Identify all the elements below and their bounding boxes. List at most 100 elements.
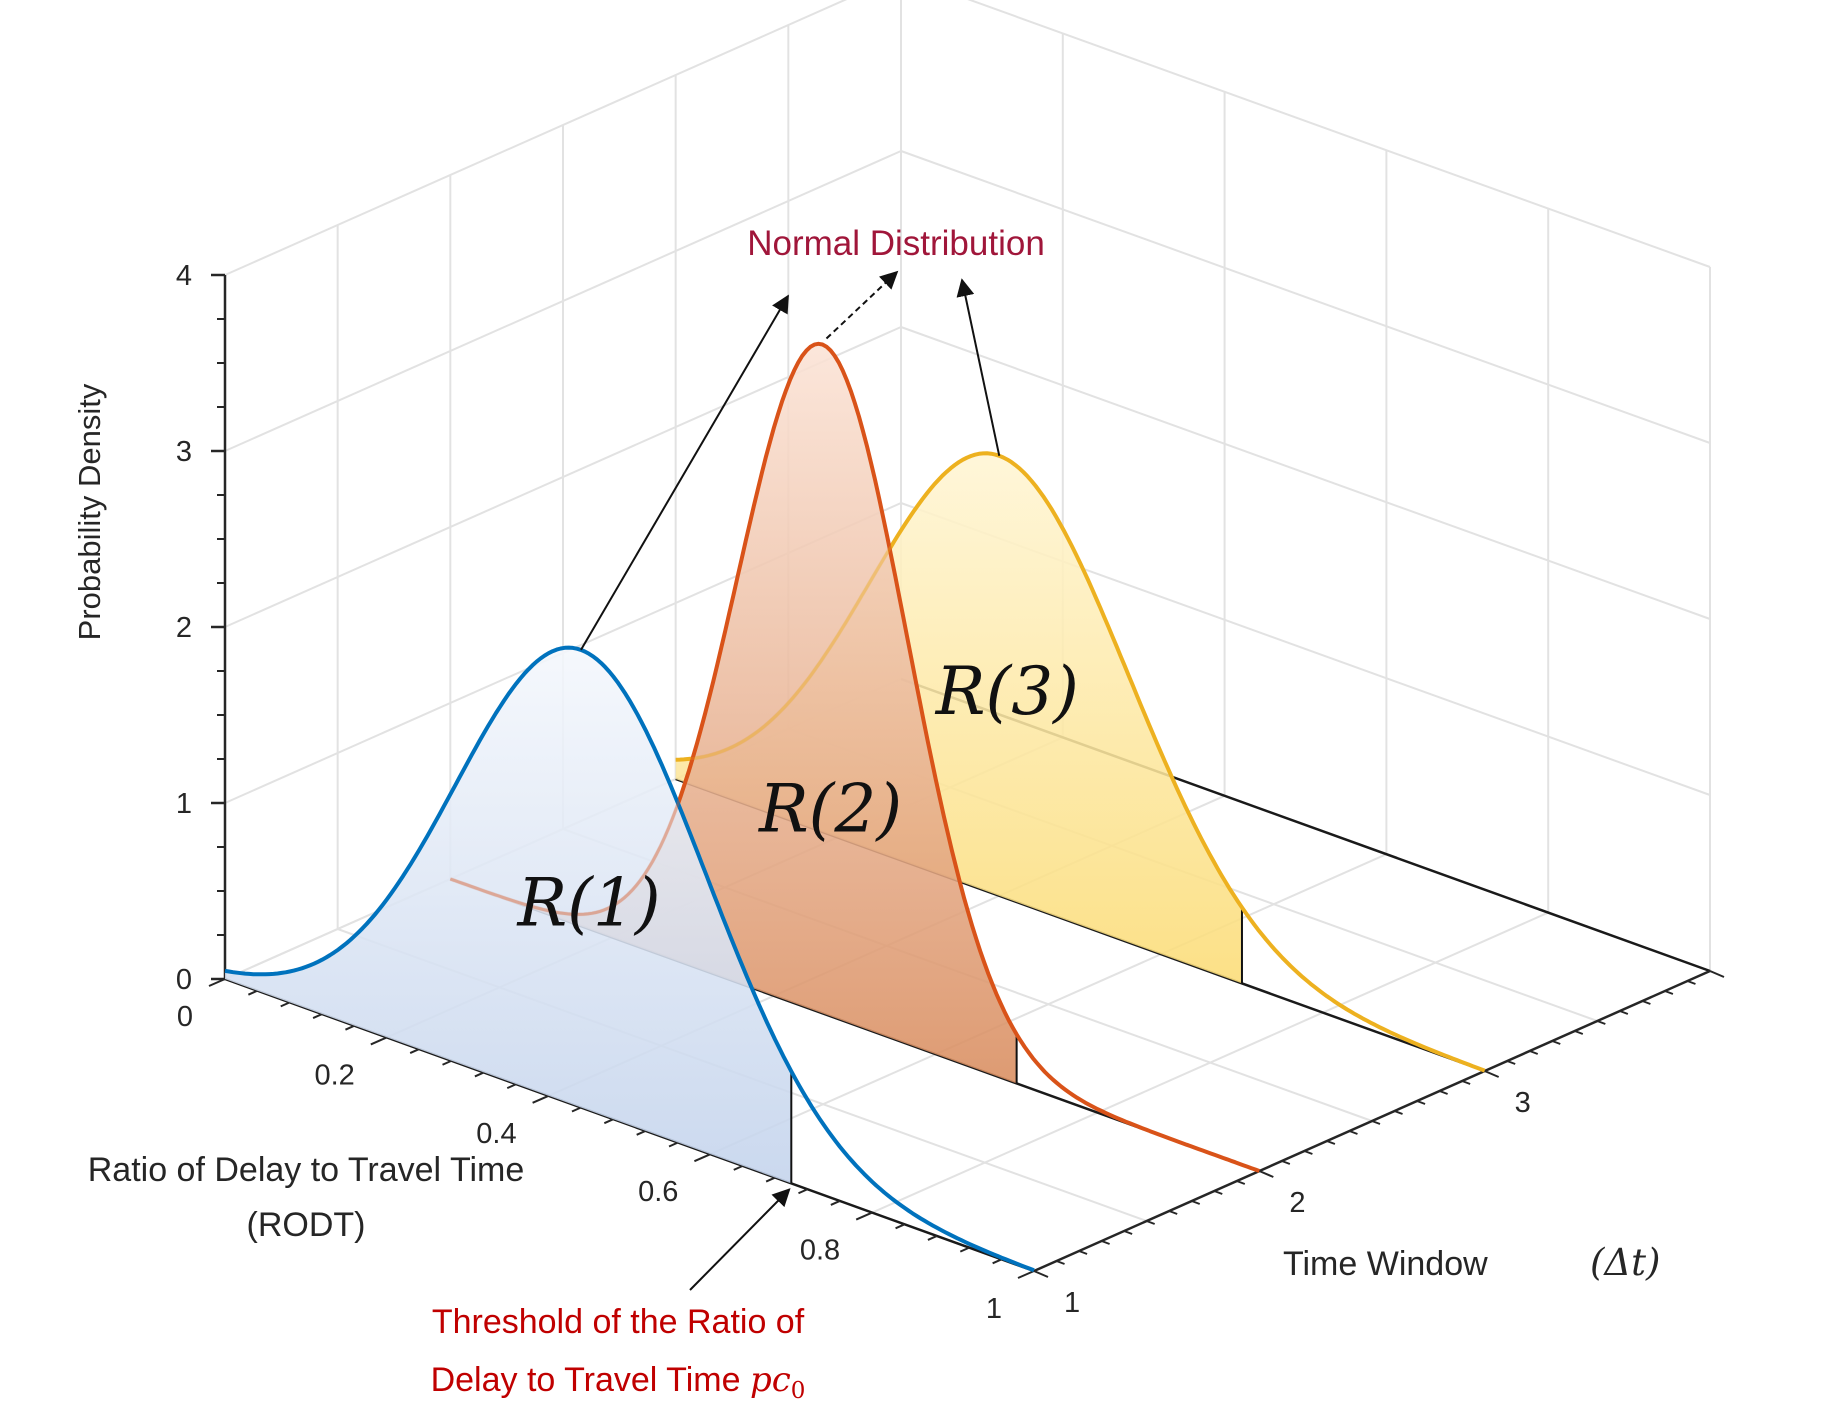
x-minor-tick — [312, 1013, 323, 1019]
y-minor-tick — [1687, 980, 1696, 985]
x-axis-label-sub: (RODT) — [247, 1206, 366, 1244]
x-minor-tick — [733, 1164, 744, 1171]
y-minor-tick — [1439, 1090, 1448, 1095]
y-minor-tick — [1529, 1050, 1539, 1055]
x-minor-tick — [409, 1048, 420, 1054]
threshold-symbol: pc — [750, 1360, 791, 1400]
y-minor-tick — [1416, 1100, 1426, 1105]
grid-line-side-wall — [900, 150, 1711, 444]
y-minor-tick — [1191, 1200, 1201, 1205]
arrow-r3-to-annotation — [956, 278, 1001, 457]
x-tick-label: 0.6 — [638, 1176, 678, 1208]
x-minor-tick — [571, 1106, 582, 1113]
x-minor-tick — [345, 1024, 355, 1031]
series-curve-ghost — [675, 451, 1000, 762]
series-curve — [224, 645, 1035, 1273]
y-tick — [1709, 970, 1725, 978]
tick-marks — [208, 273, 1725, 1279]
y-minor-tick — [1101, 1240, 1110, 1245]
y-minor-tick — [1642, 1000, 1651, 1005]
z-tick-label: 3 — [176, 436, 192, 468]
y-tick-label: 2 — [1289, 1187, 1305, 1219]
threshold-annotation-line1: Threshold of the Ratio of — [432, 1303, 805, 1341]
y-minor-tick — [1506, 1060, 1516, 1065]
x-tick — [855, 1211, 873, 1221]
y-minor-tick — [1326, 1140, 1336, 1145]
z-tick-label: 4 — [176, 260, 192, 292]
y-minor-tick — [1078, 1250, 1088, 1255]
y-minor-tick — [1574, 1030, 1584, 1035]
x-minor-tick — [442, 1059, 452, 1066]
y-minor-tick — [1168, 1210, 1178, 1215]
y-minor-tick — [1146, 1220, 1156, 1225]
z-axis-label: Probability Density — [72, 383, 107, 640]
series-label-r2: R(2) — [758, 770, 902, 847]
y-tick-label: 1 — [1064, 1287, 1080, 1319]
y-minor-tick — [1236, 1180, 1246, 1185]
z-tick-label: 2 — [176, 612, 192, 644]
y-minor-tick — [1304, 1150, 1313, 1155]
x-minor-tick — [895, 1223, 905, 1230]
x-tick-label: 0.2 — [314, 1059, 354, 1091]
tick-labels: 0 1 2 3 4 0 0.2 0.4 0.6 0.8 1 1 2 3 — [176, 260, 1531, 1325]
x-minor-tick — [798, 1188, 808, 1195]
grid-line-floor — [871, 911, 1549, 1214]
x-minor-tick — [506, 1083, 517, 1090]
y-minor-tick — [1349, 1130, 1358, 1135]
arrow-r1-to-annotation — [580, 294, 789, 651]
x-tick-label: 0.8 — [800, 1235, 840, 1267]
y-minor-tick — [1371, 1120, 1381, 1125]
y-minor-tick — [1281, 1160, 1291, 1165]
x-minor-tick — [603, 1118, 614, 1125]
series — [224, 341, 1486, 1273]
grid-line-side-wall — [967, 0, 1711, 268]
y-minor-tick — [1664, 990, 1674, 995]
y-minor-tick — [1394, 1110, 1403, 1115]
x-minor-tick — [668, 1141, 679, 1148]
y-tick-label: 3 — [1515, 1087, 1531, 1119]
series-curve-ghost — [449, 342, 823, 916]
y-minor-tick — [1461, 1080, 1471, 1085]
grid-line-side-wall — [900, 326, 1711, 620]
y-tick — [1033, 1270, 1049, 1278]
y-axis-label: Time Window — [1283, 1245, 1488, 1283]
x-tick — [208, 978, 226, 987]
x-tick-label: 0.4 — [476, 1118, 516, 1150]
threshold-subscript: 0 — [791, 1378, 806, 1404]
arrow-threshold — [689, 1188, 791, 1291]
x-minor-tick — [959, 1246, 970, 1253]
y-minor-tick — [1619, 1010, 1629, 1015]
y-minor-tick — [1123, 1230, 1133, 1235]
x-tick — [532, 1094, 550, 1104]
series-label-r1: R(1) — [516, 865, 660, 942]
arrow-r2-to-annotation — [825, 270, 899, 340]
z-tick-label: 1 — [176, 788, 192, 820]
normal-distribution-annotation: Normal Distribution — [747, 224, 1045, 263]
series-area-fill — [675, 453, 1242, 984]
x-minor-tick — [636, 1129, 647, 1136]
y-minor-tick — [1213, 1190, 1223, 1195]
x-tick — [370, 1036, 388, 1046]
series-label-r3: R(3) — [935, 653, 1079, 730]
x-tick — [693, 1153, 711, 1163]
x-minor-tick — [474, 1071, 485, 1078]
x-minor-tick — [992, 1258, 1003, 1265]
series-area-fill — [225, 647, 792, 1184]
x-tick — [1017, 1270, 1035, 1279]
overlay-lines — [449, 342, 1000, 916]
x-minor-tick — [765, 1176, 776, 1183]
series-1 — [224, 645, 1035, 1273]
threshold-annotation-line2: Delay to Travel Time pc0 — [431, 1360, 806, 1404]
annotation-arrows — [580, 270, 1001, 1291]
threshold-annotation-text: Delay to Travel Time — [431, 1361, 750, 1399]
z-tick-label: 0 — [176, 964, 192, 996]
x-minor-tick — [830, 1200, 841, 1206]
x-tick-label: 0 — [177, 1001, 193, 1033]
y-minor-tick — [1596, 1020, 1606, 1025]
x-minor-tick — [927, 1235, 938, 1241]
x-minor-tick — [247, 989, 258, 996]
grid-line-floor — [709, 853, 1387, 1156]
x-axis-label: Ratio of Delay to Travel Time — [88, 1151, 525, 1189]
y-tick — [1258, 1170, 1274, 1178]
